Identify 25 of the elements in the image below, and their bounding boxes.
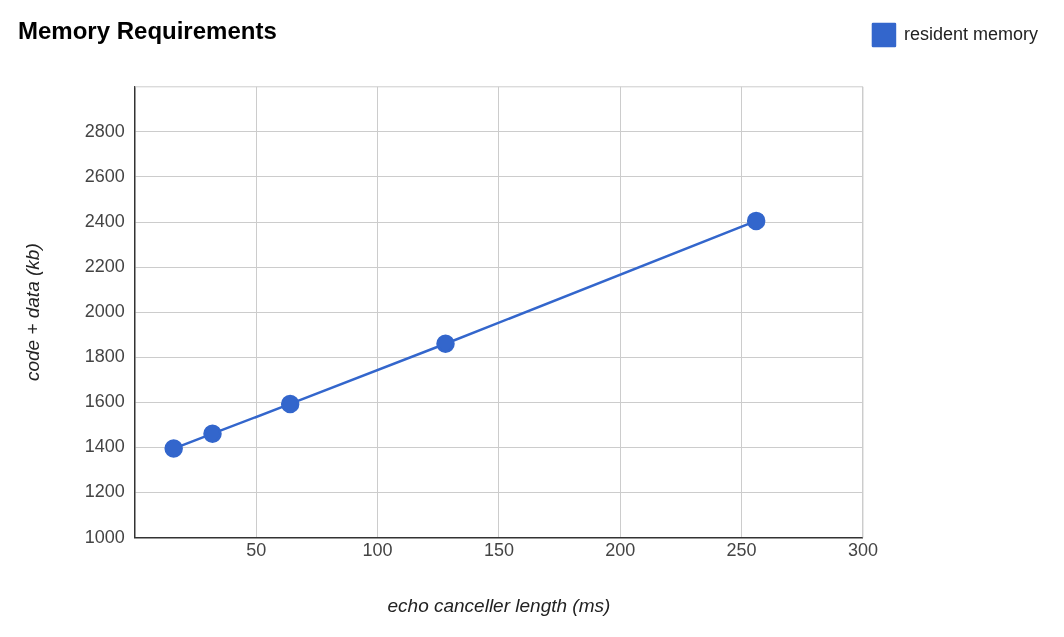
x-tick-label: 100 bbox=[362, 540, 393, 561]
x-axis-title: echo canceller length (ms) bbox=[387, 594, 611, 616]
x-tick-label: 200 bbox=[605, 540, 636, 561]
y-tick-label: 2000 bbox=[84, 301, 125, 322]
x-tick-label: 150 bbox=[483, 540, 514, 561]
y-axis-title: code + data (kb) bbox=[21, 243, 43, 382]
point bbox=[436, 334, 455, 354]
y-tick-label: 1000 bbox=[84, 526, 125, 547]
y-tick-label: 1600 bbox=[84, 391, 125, 412]
y-tick-label: 2400 bbox=[84, 211, 125, 232]
point bbox=[164, 439, 183, 458]
legend-label: resident memory bbox=[903, 23, 1038, 44]
point bbox=[203, 424, 222, 443]
y-tick-label: 1400 bbox=[84, 436, 125, 457]
chart-title: Memory Requirements bbox=[18, 17, 277, 45]
point bbox=[280, 394, 300, 414]
point bbox=[746, 211, 766, 231]
x-tick-label: 300 bbox=[847, 540, 878, 561]
y-tick-label: 1200 bbox=[84, 481, 125, 502]
y-tick-label: 1800 bbox=[84, 346, 125, 367]
y-tick-label: 2200 bbox=[84, 256, 125, 277]
x-tick-label: 250 bbox=[726, 540, 757, 561]
y-tick-label: 2600 bbox=[84, 165, 125, 186]
x-tick-label: 50 bbox=[246, 540, 267, 561]
y-tick-label: 2800 bbox=[84, 120, 125, 141]
